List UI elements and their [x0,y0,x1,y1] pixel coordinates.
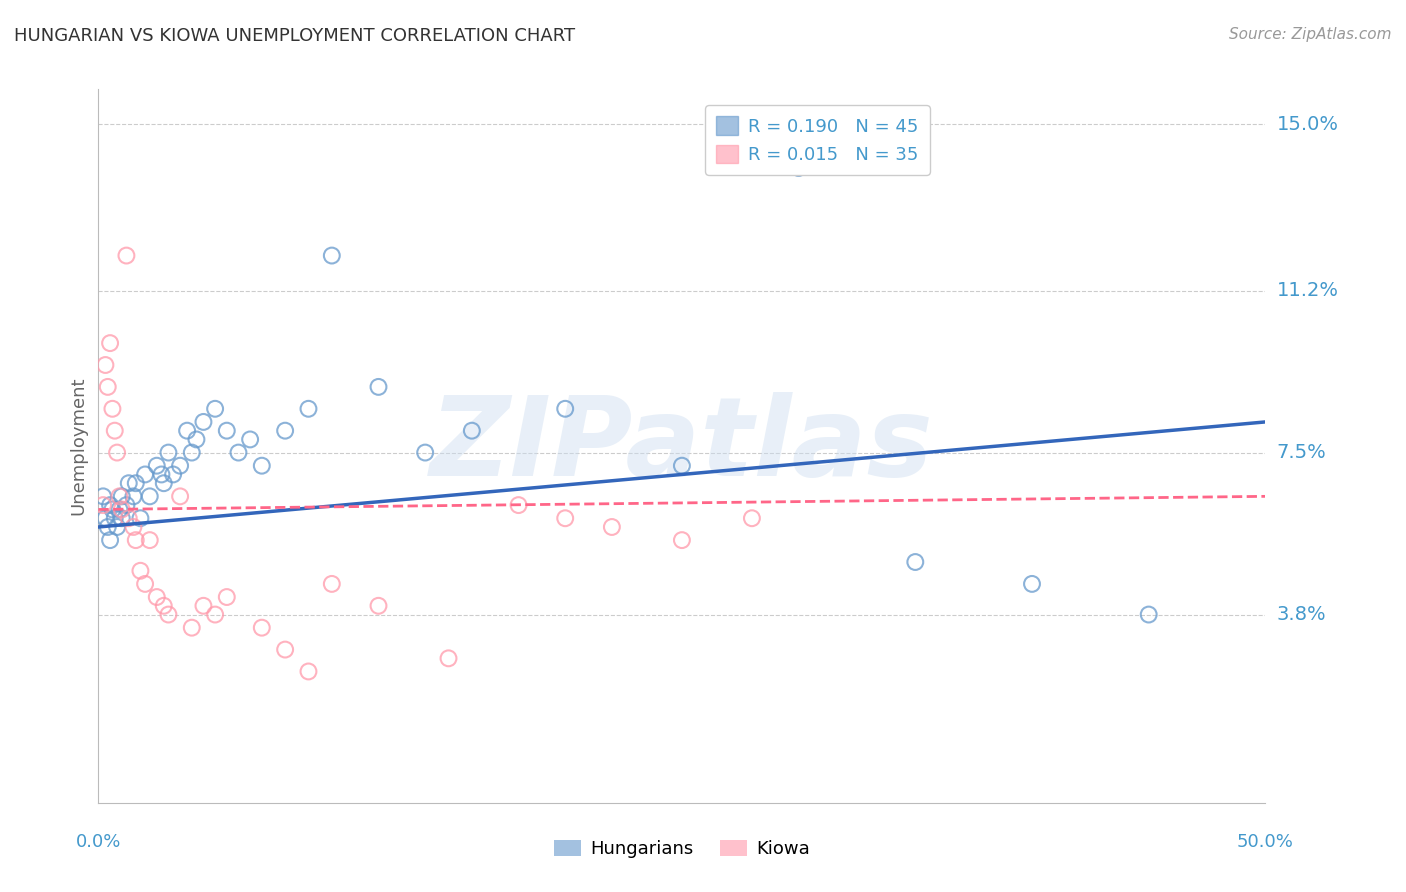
Point [554,401,576,416]
Point [508,498,530,512]
Point [94,511,117,525]
Point [193,415,215,429]
Text: ZIPatlas: ZIPatlas [430,392,934,500]
Text: HUNGARIAN VS KIOWA UNEMPLOYMENT CORRELATION CHART: HUNGARIAN VS KIOWA UNEMPLOYMENT CORRELAT… [14,27,575,45]
Point [104,511,127,525]
Point [94,358,117,372]
Text: Source: ZipAtlas.com: Source: ZipAtlas.com [1229,27,1392,42]
Point [150,467,173,482]
Point [108,489,131,503]
Point [554,511,576,525]
Point [118,511,141,525]
Point [297,401,319,416]
Point [215,424,238,438]
Point [204,607,226,622]
Point [125,476,148,491]
Point [108,502,131,516]
Point [215,590,238,604]
Point [139,533,162,548]
Point [146,590,169,604]
Point [367,599,389,613]
Point [461,424,484,438]
Point [413,445,436,459]
Point [169,489,191,503]
Point [91,489,114,503]
Point [98,498,121,512]
Point [787,161,810,175]
Point [274,424,297,438]
Point [157,445,180,459]
Point [437,651,460,665]
Point [105,445,128,459]
Text: 0.0%: 0.0% [76,833,121,851]
Point [180,621,202,635]
Point [186,433,208,447]
Point [125,533,148,548]
Point [321,249,343,263]
Point [105,520,128,534]
Point [146,458,169,473]
Point [91,498,114,512]
Point [101,502,124,516]
Point [101,401,124,416]
Point [367,380,389,394]
Point [157,607,180,622]
Point [122,489,145,503]
Point [139,489,162,503]
Point [321,577,343,591]
Point [1137,607,1160,622]
Point [239,433,262,447]
Point [152,476,174,491]
Point [176,424,198,438]
Point [904,555,927,569]
Text: 15.0%: 15.0% [1277,115,1339,134]
Point [169,458,191,473]
Text: 50.0%: 50.0% [1237,833,1294,851]
Point [122,520,145,534]
Point [118,476,141,491]
Point [741,511,763,525]
Point [134,467,156,482]
Point [671,458,693,473]
Point [228,445,250,459]
Point [129,564,152,578]
Point [204,401,226,416]
Point [111,489,134,503]
Point [104,424,127,438]
Text: 7.5%: 7.5% [1277,443,1326,462]
Point [1021,577,1043,591]
Point [671,533,693,548]
Point [600,520,623,534]
Point [297,665,319,679]
Point [115,498,138,512]
Point [152,599,174,613]
Point [274,642,297,657]
Point [97,380,120,394]
Text: 3.8%: 3.8% [1277,605,1326,624]
Point [111,502,134,516]
Point [162,467,184,482]
Point [98,533,121,548]
Point [250,458,273,473]
Point [193,599,215,613]
Point [134,577,156,591]
Text: 11.2%: 11.2% [1277,281,1339,300]
Y-axis label: Unemployment: Unemployment [69,376,87,516]
Point [111,511,134,525]
Point [250,621,273,635]
Point [129,511,152,525]
Point [115,249,138,263]
Point [97,520,120,534]
Legend: Hungarians, Kiowa: Hungarians, Kiowa [547,832,817,865]
Point [98,336,121,351]
Point [180,445,202,459]
